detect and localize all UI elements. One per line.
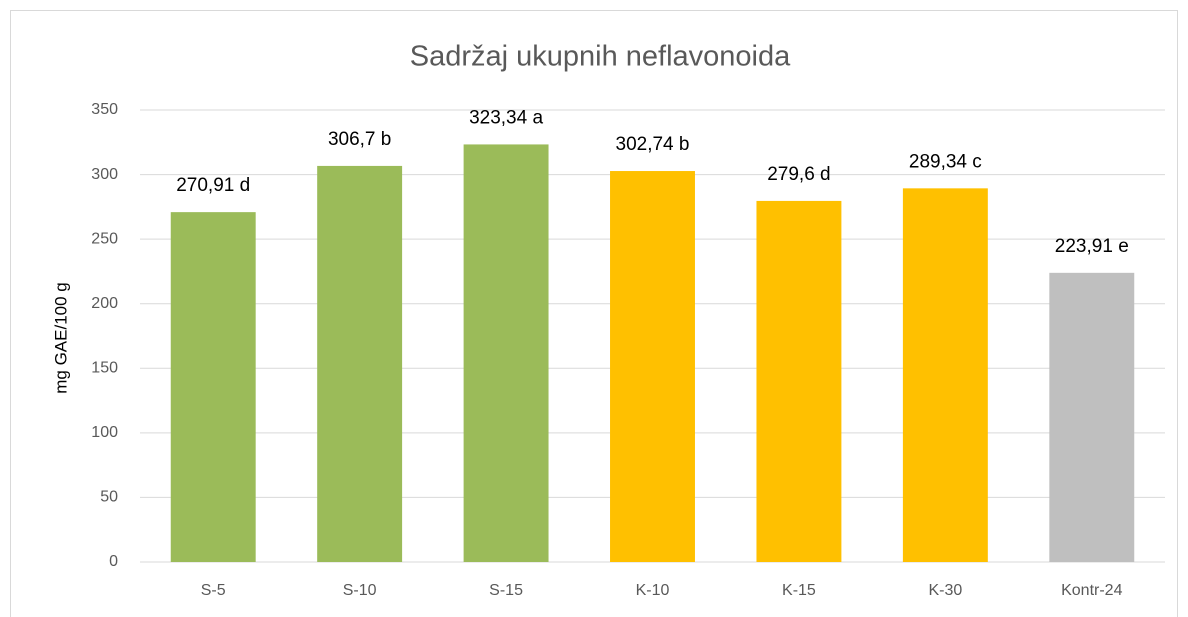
y-tick-label: 50 [100,489,118,506]
bar [756,200,842,562]
data-label: 279,6 d [767,164,830,185]
y-tick-label: 250 [91,230,118,247]
data-label: 289,34 c [909,151,982,172]
y-tick-label: 350 [91,101,118,118]
x-tick-label: S-10 [343,582,377,599]
y-tick-label: 200 [91,295,118,312]
x-tick-label: K-30 [928,582,962,599]
bar [902,188,988,562]
bar [170,212,256,562]
y-tick-label: 0 [109,553,118,570]
y-tick-label: 150 [91,360,118,377]
y-tick-label: 300 [91,166,118,183]
y-axis-label: mg GAE/100 g [51,282,70,394]
bar [1049,272,1135,562]
data-label: 270,91 d [176,175,250,196]
chart-title: Sadržaj ukupnih neflavonoida [410,41,791,73]
data-label: 302,74 b [616,134,690,155]
data-label: 306,7 b [328,129,391,150]
bar [463,144,549,562]
y-tick-label: 100 [91,424,118,441]
data-label: 323,34 a [469,107,543,128]
x-tick-label: S-15 [489,582,523,599]
x-tick-label: K-15 [782,582,816,599]
x-tick-label: Kontr-24 [1061,582,1122,599]
chart-border [10,10,1178,617]
bar [610,171,695,563]
x-tick-label: S-5 [201,582,226,599]
x-tick-label: K-10 [636,582,670,599]
bar [317,165,403,562]
data-label: 223,91 e [1055,236,1129,257]
